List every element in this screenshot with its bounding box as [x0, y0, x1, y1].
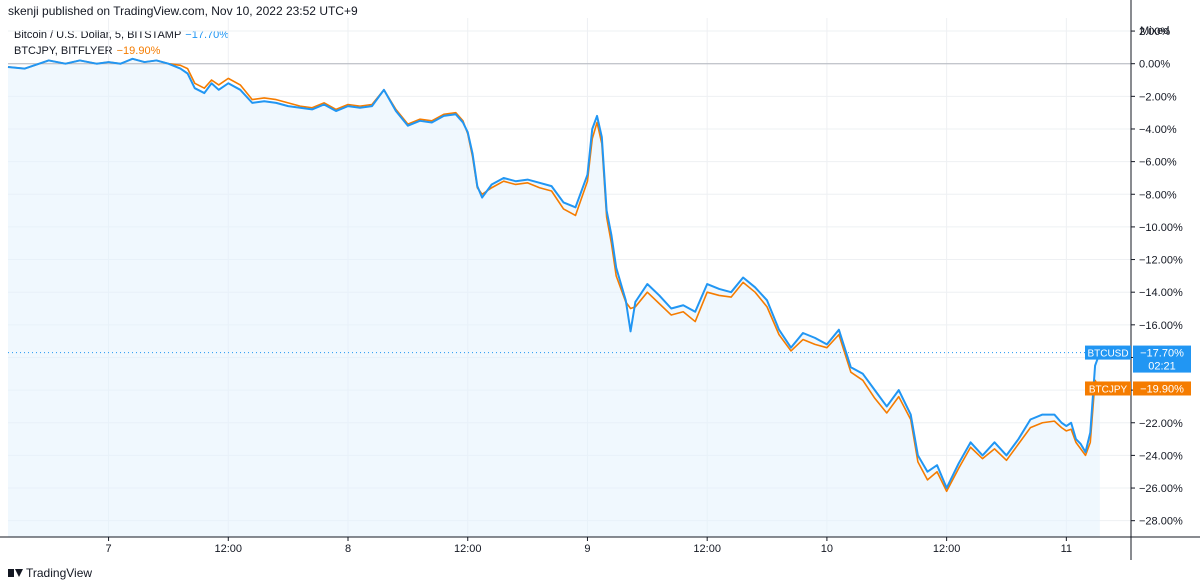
footer-brand: TradingView	[8, 566, 92, 580]
scale-mode-label[interactable]: Mixed	[1140, 25, 1170, 37]
btcjpy-value-text: −19.90%	[1140, 383, 1184, 395]
btcjpy-value-tag[interactable]	[1133, 381, 1191, 396]
published-caption: skenji published on TradingView.com, Nov…	[8, 4, 358, 18]
legend-series1-change: −17.70%	[185, 29, 230, 41]
btcjpy-symbol-text: BTCJPY	[1089, 384, 1128, 395]
x-tick-label: 11	[1061, 543, 1072, 555]
series-line-btcusd[interactable]	[7, 57, 1101, 490]
btcjpy-symbol-tag[interactable]	[1085, 381, 1131, 396]
footer-brand-text: TradingView	[26, 566, 93, 580]
y-tick-label: −10.00%	[1139, 222, 1183, 234]
y-tick-label: −6.00%	[1139, 157, 1177, 169]
y-tick-label: −26.00%	[1139, 483, 1183, 495]
legend-row-btcusd[interactable]: Bitcoin / U.S. Dollar, 5, BITSTAMP −17.70…	[14, 27, 229, 43]
series-legend: Bitcoin / U.S. Dollar, 5, BITSTAMP −17.70…	[14, 27, 229, 59]
legend-row-btcjpy[interactable]: BTCJPY, BITFLYER −19.90%	[14, 43, 229, 59]
y-tick-label: −22.00%	[1139, 418, 1183, 430]
btcusd-value-tag[interactable]	[1133, 345, 1191, 373]
series-line-btcjpy[interactable]	[7, 58, 1101, 493]
btcusd-symbol-tag[interactable]	[1085, 345, 1131, 360]
y-tick-label: −12.00%	[1139, 255, 1183, 267]
y-tick-label: −14.00%	[1139, 287, 1183, 299]
legend-series1-label: Bitcoin / U.S. Dollar, 5, BITSTAMP	[14, 29, 182, 41]
y-tick-label: −4.00%	[1139, 124, 1177, 136]
x-tick-label: 12:00	[215, 543, 243, 555]
y-tick-label: −2.00%	[1139, 91, 1177, 103]
x-tick-label: 10	[821, 543, 833, 555]
x-tick-label: 7	[106, 543, 112, 555]
x-tick-label: 12:00	[933, 543, 961, 555]
btcusd-symbol-text: BTCUSD	[1087, 349, 1128, 360]
y-tick-label: −28.00%	[1139, 516, 1183, 528]
btcusd-value-text: −17.70%	[1140, 348, 1184, 360]
legend-series2-label: BTCJPY, BITFLYER	[14, 45, 113, 57]
legend-series2-change: −19.90%	[116, 45, 161, 57]
x-tick-label: 9	[584, 543, 590, 555]
btcusd-area-fill	[8, 58, 1100, 538]
y-tick-label: −24.00%	[1139, 450, 1183, 462]
x-tick-label: 12:00	[454, 543, 482, 555]
y-tick-label: 2.00%	[1139, 26, 1170, 38]
y-tick-label: −16.00%	[1139, 320, 1183, 332]
x-tick-label: 8	[345, 543, 351, 555]
x-tick-label: 12:00	[693, 543, 721, 555]
tradingview-logo-icon	[8, 568, 23, 578]
y-tick-label: 0.00%	[1139, 59, 1170, 71]
y-tick-label: −8.00%	[1139, 189, 1177, 201]
btcusd-countdown-text: 02:21	[1148, 361, 1176, 373]
